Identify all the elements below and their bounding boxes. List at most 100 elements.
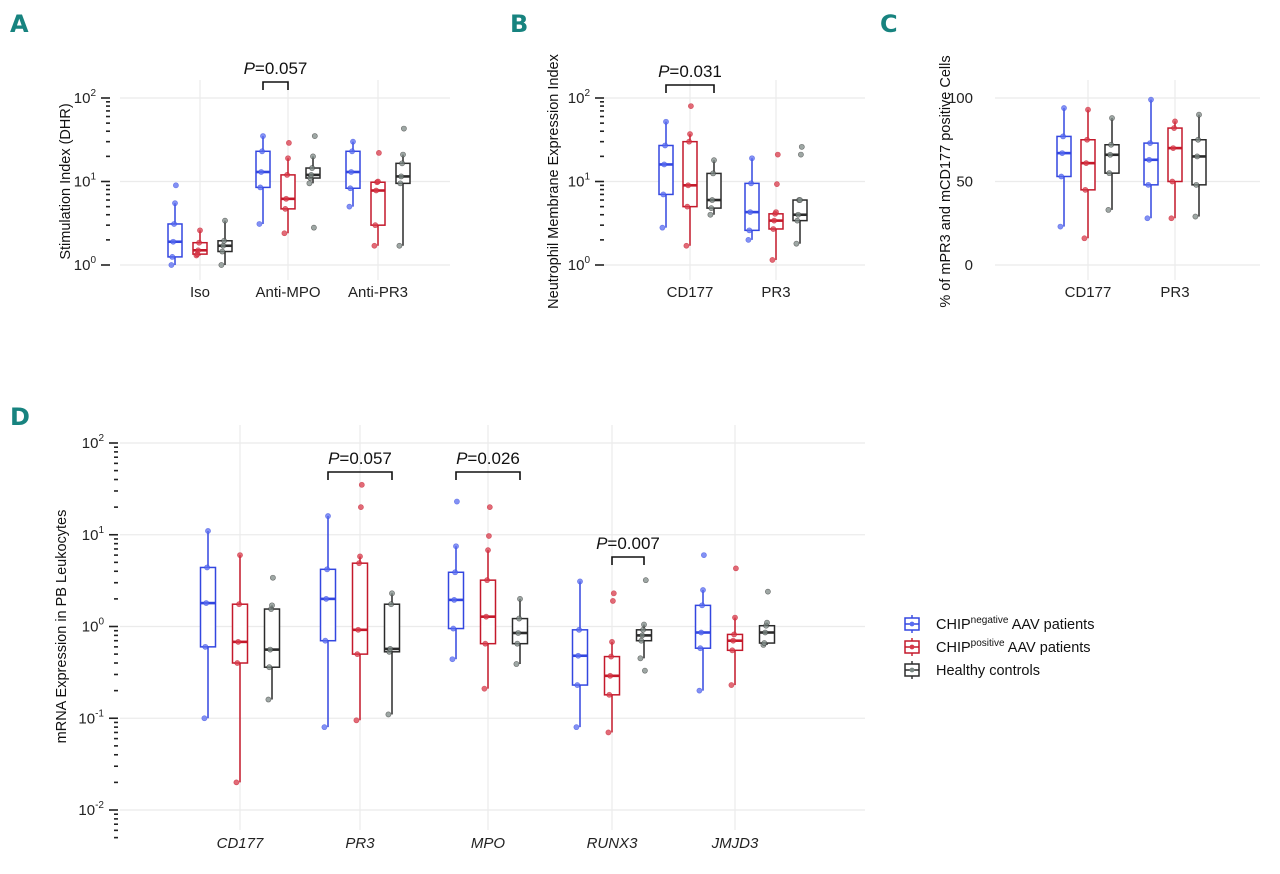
tick-exponent: 2	[584, 88, 590, 99]
panel-C: C 0 50 100% of mPR3 and mCD177 positive Cel…	[880, 10, 1260, 308]
data-point	[237, 552, 243, 559]
data-point	[700, 587, 706, 593]
data-point	[234, 660, 241, 666]
data-point	[685, 182, 692, 189]
y-tick-label: 100	[948, 90, 973, 107]
data-point	[610, 590, 617, 597]
data-point	[798, 143, 805, 150]
data-point	[748, 180, 754, 187]
box	[658, 144, 674, 196]
panel-letter: A	[10, 10, 29, 38]
data-point	[514, 640, 521, 647]
p-value-label: P=0.057	[244, 59, 308, 78]
boxplot-pos	[231, 552, 249, 786]
x-tick-label: JMJD3	[711, 835, 759, 852]
x-tick-label: MPO	[471, 835, 506, 852]
data-point	[769, 257, 776, 263]
tick-base: 10	[568, 90, 585, 107]
data-point	[356, 560, 362, 567]
data-point	[203, 600, 210, 606]
data-point	[267, 646, 274, 653]
data-point	[282, 205, 289, 212]
data-point	[640, 626, 646, 633]
box	[792, 199, 808, 222]
data-point	[281, 230, 288, 237]
data-point	[482, 640, 489, 647]
y-tick-label: 100	[568, 255, 591, 274]
legend-label: CHIPnegative AAV patients	[936, 615, 1094, 633]
data-point	[387, 645, 394, 652]
data-point	[1107, 151, 1114, 158]
data-point	[284, 171, 290, 178]
data-point	[1058, 173, 1065, 180]
data-point	[170, 238, 177, 245]
data-point	[1105, 206, 1112, 213]
significance-bracket	[665, 84, 715, 93]
p-symbol: P	[334, 0, 346, 4]
data-point	[1106, 170, 1113, 177]
data-point	[324, 566, 330, 573]
data-point	[771, 217, 778, 224]
boxplot-hc	[1104, 115, 1120, 213]
data-point	[697, 645, 704, 652]
data-point	[451, 596, 458, 603]
p-symbol: P	[244, 59, 256, 78]
box	[351, 562, 369, 655]
tick-base: 10	[74, 174, 91, 191]
boxplot-pos	[726, 565, 744, 688]
data-point	[798, 151, 804, 158]
box	[706, 172, 722, 209]
x-tick-label: RUNX3	[587, 835, 639, 852]
data-point	[1170, 145, 1177, 151]
data-point	[195, 247, 202, 254]
tick-exponent: 2	[90, 88, 96, 99]
data-point	[346, 203, 353, 210]
x-tick-label: PR3	[761, 284, 790, 301]
data-point	[770, 226, 777, 232]
tick-exponent: 0	[584, 255, 590, 266]
data-point	[699, 602, 705, 609]
data-point	[576, 626, 582, 633]
p-value: =0.026	[345, 0, 397, 4]
data-point	[372, 222, 379, 229]
tick-exponent: 1	[98, 525, 104, 536]
x-tick-label: CD177	[667, 284, 714, 301]
legend-label: CHIPpositive AAV patients	[936, 638, 1091, 656]
box	[231, 603, 249, 664]
boxplot-pos	[768, 151, 784, 263]
data-point	[486, 504, 493, 511]
data-point	[258, 169, 265, 175]
data-point	[400, 125, 407, 132]
significance-bracket	[455, 471, 521, 480]
data-point	[310, 224, 317, 231]
data-point	[608, 653, 614, 660]
box	[395, 162, 411, 185]
data-point	[373, 187, 380, 194]
data-point	[483, 613, 490, 620]
legend-prefix: Healthy controls	[936, 663, 1040, 679]
data-point	[1083, 160, 1090, 167]
data-point	[201, 715, 208, 722]
p-value-label: P=0.026	[456, 449, 520, 468]
data-point	[641, 621, 647, 628]
tick-exponent: -2	[95, 800, 104, 811]
boxplot-hc	[1191, 111, 1207, 220]
box	[263, 608, 281, 668]
data-point	[375, 150, 382, 156]
data-point	[660, 191, 667, 198]
boxplot-hc	[792, 143, 808, 247]
boxplot-neg	[255, 133, 271, 227]
tick-base: 10	[74, 90, 91, 107]
data-point	[453, 498, 460, 505]
data-point	[1192, 213, 1199, 220]
data-point	[485, 533, 492, 539]
data-point	[1084, 136, 1090, 143]
data-point	[172, 200, 178, 207]
boxplot-pos	[370, 150, 386, 249]
box	[280, 174, 296, 210]
data-point	[485, 547, 491, 554]
p-value: =0.026	[467, 449, 519, 468]
boxplot-hc	[395, 125, 411, 249]
